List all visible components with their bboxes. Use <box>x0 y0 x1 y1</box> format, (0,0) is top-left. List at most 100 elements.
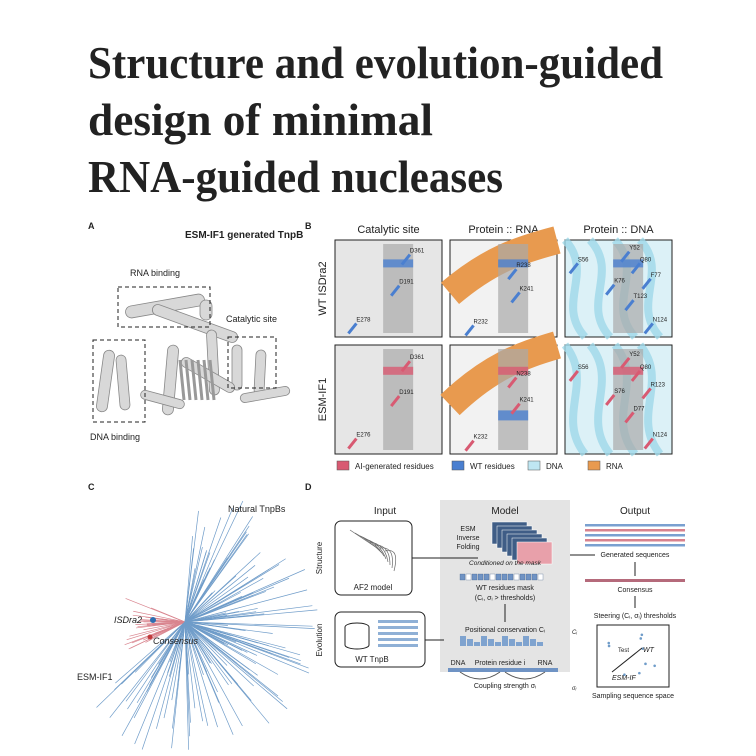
legend-label: WT residues <box>470 462 515 471</box>
tree-branch <box>184 557 228 623</box>
mask-cell <box>519 573 526 581</box>
label: ESM <box>460 526 475 533</box>
residue-stick <box>507 268 518 281</box>
residue-label: K241 <box>520 398 535 404</box>
tree-branch <box>115 621 186 684</box>
tree-branch <box>184 621 223 637</box>
tree-branch <box>151 607 186 623</box>
panel-label: C <box>88 482 95 492</box>
tree-branch <box>184 517 222 623</box>
legend-swatch <box>451 460 465 471</box>
residue-stick <box>620 250 631 263</box>
label: Protein residue i <box>475 660 526 667</box>
tree-branch <box>184 621 189 750</box>
residue-stick <box>630 262 642 275</box>
conservation-bar <box>530 639 536 646</box>
page-title: RNA-guided nucleases <box>88 151 503 202</box>
tree-branch <box>184 621 209 726</box>
tree-branch <box>184 621 286 649</box>
tree-branch <box>184 536 193 623</box>
mask-cell <box>489 573 496 581</box>
sample-dot <box>638 671 641 675</box>
tree-branch <box>184 578 264 623</box>
residue-stick <box>390 395 401 407</box>
residue-stick <box>507 376 518 389</box>
tree-branch <box>151 621 186 626</box>
residue-label: R123 <box>651 382 666 388</box>
tree-branch <box>132 614 186 623</box>
tree-branch <box>184 621 233 685</box>
tree-branch <box>184 621 313 627</box>
column-header: Protein :: RNA <box>468 224 539 236</box>
sample-dot <box>623 673 626 676</box>
tree-branch <box>184 621 243 727</box>
panel-label: B <box>305 221 312 231</box>
msa-row <box>378 644 418 647</box>
region-box <box>117 286 211 328</box>
sequence-line <box>585 534 685 537</box>
tree-branch <box>184 621 252 701</box>
tree-branch <box>184 507 234 623</box>
tree-branch <box>184 559 215 623</box>
af2-sketch <box>364 538 387 560</box>
protein-helix <box>498 349 529 450</box>
tree-branch <box>145 621 186 643</box>
conservation-bar <box>509 639 515 646</box>
column-header: Input <box>374 506 396 517</box>
tree-branch <box>109 621 186 718</box>
residue-label: N124 <box>653 317 668 323</box>
legend-swatch <box>587 460 601 471</box>
tree-branch <box>163 621 186 719</box>
residue-label: S56 <box>578 365 589 371</box>
residue-stick <box>641 387 652 400</box>
label: Conditioned on the mask <box>469 560 542 567</box>
tree-branch <box>184 510 199 623</box>
conservation-bar <box>460 636 466 646</box>
panel-label: D <box>305 482 312 492</box>
residue-label: E278 <box>356 317 371 323</box>
residue-stick <box>400 253 412 266</box>
residue-stick <box>624 411 635 424</box>
sample-dot <box>607 641 611 645</box>
sampling-box <box>596 624 670 688</box>
tree-branch <box>184 621 256 665</box>
page-title: design of minimal <box>88 94 433 145</box>
protein-helix <box>140 389 185 410</box>
residue-label: D361 <box>410 249 425 255</box>
tree-branch <box>184 611 257 623</box>
protein-sheet <box>184 359 192 401</box>
protein-helix <box>498 244 529 333</box>
tree-branch <box>184 621 212 664</box>
panel-title: ESM-IF1 generated TnpB <box>185 230 303 241</box>
residue-stick <box>620 356 631 369</box>
residue-label: Y52 <box>629 352 640 358</box>
residue-band <box>613 259 644 268</box>
dna-helix <box>561 342 589 457</box>
tree-branch <box>96 621 186 708</box>
label: Sampling sequence space <box>592 693 674 700</box>
tree-branch <box>171 621 186 701</box>
label: WT <box>643 647 655 654</box>
region-box <box>92 339 146 423</box>
msa-row <box>378 638 418 641</box>
sample-dot <box>639 637 643 640</box>
label: Catalytic site <box>226 314 277 324</box>
tree-branch <box>172 621 186 729</box>
residue-label: D191 <box>399 280 414 286</box>
residue-band <box>383 366 414 375</box>
msa-row <box>378 632 418 635</box>
sample-dot <box>607 644 611 648</box>
consensus-marker <box>147 634 153 640</box>
residue-stick <box>464 439 475 452</box>
label: AF2 model <box>354 583 393 592</box>
protein-sheet <box>178 359 186 401</box>
conservation-bar <box>467 639 473 646</box>
protein-sheet <box>196 359 204 401</box>
residue-label: K241 <box>520 286 535 292</box>
residue-label: D361 <box>410 355 425 361</box>
tree-branch <box>184 534 248 623</box>
isdra2-marker <box>150 617 156 623</box>
tree-branch <box>184 586 275 623</box>
af2-sketch <box>379 547 393 569</box>
tree-branch <box>184 621 221 651</box>
